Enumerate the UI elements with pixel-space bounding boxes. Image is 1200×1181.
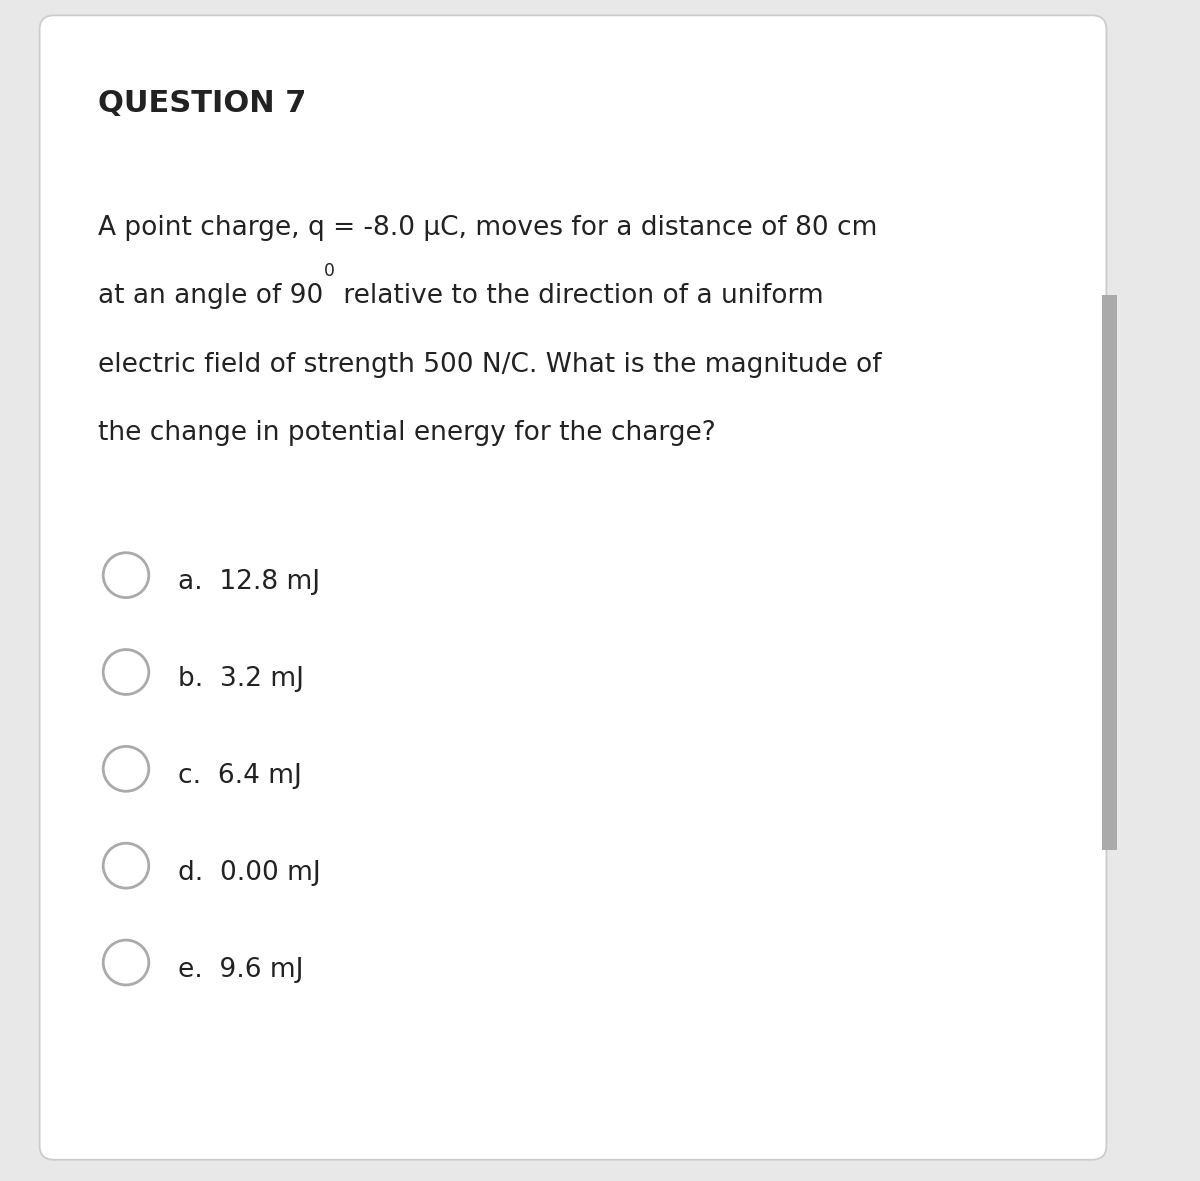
Text: QUESTION 7: QUESTION 7 (98, 89, 307, 118)
Circle shape (103, 746, 149, 791)
Circle shape (103, 940, 149, 985)
Text: b.  3.2 mJ: b. 3.2 mJ (178, 666, 304, 692)
Bar (1102, 295, 1117, 850)
Text: 0: 0 (324, 262, 335, 280)
Text: A point charge, q = -8.0 μC, moves for a distance of 80 cm: A point charge, q = -8.0 μC, moves for a… (98, 215, 877, 241)
Text: a.  12.8 mJ: a. 12.8 mJ (178, 569, 319, 595)
Text: electric field of strength 500 N/C. What is the magnitude of: electric field of strength 500 N/C. What… (98, 352, 882, 378)
Text: d.  0.00 mJ: d. 0.00 mJ (178, 860, 320, 886)
Circle shape (103, 553, 149, 598)
Circle shape (103, 843, 149, 888)
Text: relative to the direction of a uniform: relative to the direction of a uniform (335, 283, 823, 309)
Text: c.  6.4 mJ: c. 6.4 mJ (178, 763, 301, 789)
Circle shape (103, 650, 149, 694)
Text: the change in potential energy for the charge?: the change in potential energy for the c… (98, 420, 716, 446)
FancyBboxPatch shape (40, 15, 1106, 1160)
Text: at an angle of 90: at an angle of 90 (98, 283, 324, 309)
Text: 0: 0 (324, 262, 335, 280)
Text: e.  9.6 mJ: e. 9.6 mJ (178, 957, 304, 983)
